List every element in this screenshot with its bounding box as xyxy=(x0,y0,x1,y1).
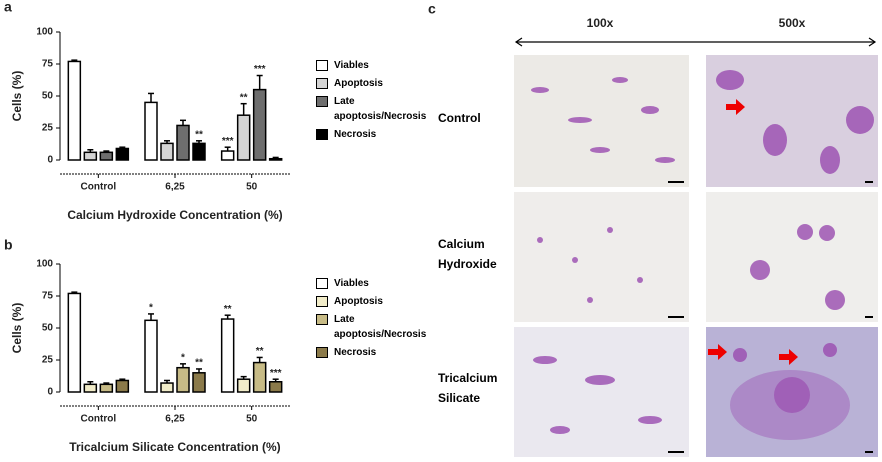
bar xyxy=(220,318,235,393)
significance-label: *** xyxy=(222,136,234,147)
legend-item: Necrosis xyxy=(316,347,416,360)
x-axis-label: Calcium Hydroxide Concentration (%) xyxy=(67,208,282,222)
bar xyxy=(144,319,158,393)
legend-swatch xyxy=(316,129,328,140)
legend-label: Viables xyxy=(334,278,369,289)
bar xyxy=(192,372,206,393)
x-axis-label: Tricalcium Silicate Concentration (%) xyxy=(69,440,280,454)
y-tick-label: 0 xyxy=(47,155,53,166)
legend-label: Late apoptosis/Necrosis xyxy=(334,314,427,340)
bar xyxy=(115,147,130,161)
y-tick-label: 0 xyxy=(47,387,53,398)
legend: Viables Apoptosis Late apoptosis/Necrosis N… xyxy=(316,60,427,142)
bar xyxy=(115,379,130,393)
legend-swatch xyxy=(316,278,328,289)
bar xyxy=(252,361,267,393)
bar xyxy=(192,142,206,161)
significance-label: ** xyxy=(256,346,264,357)
y-axis-label: Cells (%) xyxy=(10,71,24,122)
row-label: Calcium Hydroxide xyxy=(438,237,497,271)
row-label: Control xyxy=(438,111,481,125)
bar xyxy=(236,378,251,393)
bar xyxy=(99,151,114,161)
significance-label: ** xyxy=(195,358,203,369)
significance-label: ** xyxy=(224,304,232,315)
y-tick-label: 50 xyxy=(42,91,54,102)
y-tick-label: 75 xyxy=(42,291,54,302)
bar xyxy=(220,150,235,161)
micrographs xyxy=(514,55,878,457)
legend-label: Late apoptosis/Necrosis xyxy=(334,96,427,122)
legend-item: Necrosis xyxy=(316,129,416,142)
legend-swatch xyxy=(316,60,328,71)
legend-label: Apoptosis xyxy=(334,78,383,89)
bar xyxy=(67,292,82,393)
x-tick-label: 50 xyxy=(246,182,258,193)
bar xyxy=(176,366,190,393)
legend-label: Necrosis xyxy=(334,347,377,358)
bar xyxy=(160,382,174,393)
magnification: 100x xyxy=(587,16,614,30)
y-tick-label: 50 xyxy=(42,323,54,334)
legend-swatch xyxy=(316,347,328,358)
y-tick-label: 25 xyxy=(42,123,54,134)
significance-label: * xyxy=(149,303,153,314)
scale-arrow xyxy=(514,37,877,47)
x-tick-label: Control xyxy=(81,414,117,425)
panel-label: b xyxy=(4,237,13,253)
legend-swatch xyxy=(316,78,328,89)
y-tick-label: 100 xyxy=(36,27,53,38)
legend-swatch xyxy=(316,296,328,307)
bar xyxy=(176,124,190,161)
bar xyxy=(67,60,82,161)
bar xyxy=(99,383,114,393)
legend-swatch xyxy=(316,314,328,325)
significance-label: ** xyxy=(195,129,203,140)
x-tick-label: Control xyxy=(81,182,117,193)
significance-label: ** xyxy=(240,92,248,103)
legend-label: Viables xyxy=(334,60,369,71)
bar xyxy=(160,142,174,161)
y-axis-label: Cells (%) xyxy=(10,303,24,354)
y-tick-label: 100 xyxy=(36,259,53,270)
significance-label: * xyxy=(181,352,185,363)
bar xyxy=(83,383,98,393)
bar xyxy=(268,157,283,161)
row-label: Tricalcium Silicate xyxy=(438,371,498,405)
panel-label: c xyxy=(428,1,436,17)
x-tick-label: 50 xyxy=(246,414,258,425)
bar xyxy=(252,88,267,161)
y-tick-label: 25 xyxy=(42,355,54,366)
bar xyxy=(83,151,98,161)
legend-item: Viables xyxy=(316,60,416,73)
legend-item: Apoptosis xyxy=(316,78,416,91)
legend: Viables Apoptosis Late apoptosis/Necrosis N… xyxy=(316,278,427,360)
legend-label: Necrosis xyxy=(334,129,377,140)
panel-label: a xyxy=(4,0,12,15)
bar xyxy=(268,381,283,393)
y-tick-label: 75 xyxy=(42,59,54,70)
bar xyxy=(236,114,251,161)
x-tick-label: 6,25 xyxy=(165,414,185,425)
legend-item: Viables xyxy=(316,278,416,291)
significance-label: *** xyxy=(270,368,282,379)
bar xyxy=(144,101,158,161)
legend-label: Apoptosis xyxy=(334,296,383,307)
legend-item: Apoptosis xyxy=(316,296,416,309)
significance-label: *** xyxy=(254,64,266,75)
x-tick-label: 6,25 xyxy=(165,182,185,193)
legend-swatch xyxy=(316,96,328,107)
magnification: 500x xyxy=(779,16,806,30)
legend-item: Late apoptosis/Necrosis xyxy=(316,96,427,124)
legend-item: Late apoptosis/Necrosis xyxy=(316,314,427,342)
